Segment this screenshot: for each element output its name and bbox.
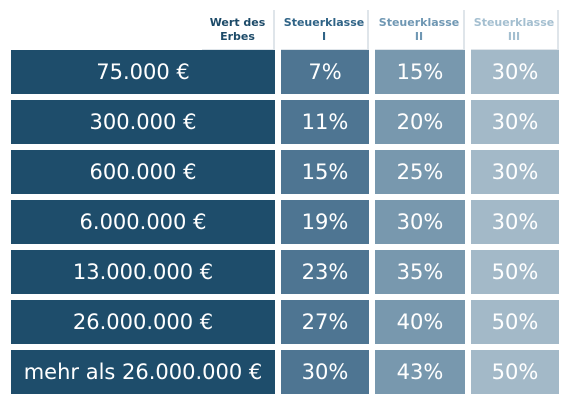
inheritance-value-cell: 6.000.000 € [11, 200, 275, 244]
inheritance-value-cell: 26.000.000 € [11, 300, 275, 344]
class-2-rate-cell: 35% [375, 250, 465, 294]
class-2-rate-cell: 30% [375, 200, 465, 244]
header-steuerklasse-3: Steuerklasse III [471, 10, 559, 51]
header-line-2: III [507, 29, 521, 43]
header-line-1: Steuerklasse [283, 15, 365, 29]
class-1-rate-cell: 23% [281, 250, 369, 294]
inheritance-value-cell: 600.000 € [11, 150, 275, 194]
class-3-rate-cell: 30% [471, 200, 559, 244]
class-3-rate-cell: 30% [471, 100, 559, 144]
header-line-1: Wert des [209, 15, 266, 29]
class-3-rate-cell: 50% [471, 300, 559, 344]
class-2-rate-cell: 25% [375, 150, 465, 194]
header-line-1: Steuerklasse [378, 15, 460, 29]
class-1-rate-cell: 11% [281, 100, 369, 144]
class-3-rate-cell: 30% [471, 150, 559, 194]
class-1-rate-cell: 15% [281, 150, 369, 194]
class-3-rate-cell: 50% [471, 350, 559, 394]
class-2-rate-cell: 43% [375, 350, 465, 394]
header-steuerklasse-2: Steuerklasse II [375, 10, 465, 51]
header-line-2: Erbes [220, 29, 255, 43]
class-2-rate-cell: 15% [375, 50, 465, 94]
inheritance-value-cell: mehr als 26.000.000 € [11, 350, 275, 394]
header-wert-des-erbes: Wert des Erbes [202, 10, 275, 51]
header-steuerklasse-1: Steuerklasse I [281, 10, 369, 51]
class-1-rate-cell: 30% [281, 350, 369, 394]
class-1-rate-cell: 27% [281, 300, 369, 344]
class-2-rate-cell: 40% [375, 300, 465, 344]
header-line-2: II [414, 29, 424, 43]
class-1-rate-cell: 19% [281, 200, 369, 244]
class-3-rate-cell: 50% [471, 250, 559, 294]
header-line-2: I [321, 29, 327, 43]
inheritance-value-cell: 300.000 € [11, 100, 275, 144]
header-line-1: Steuerklasse [473, 15, 555, 29]
class-2-rate-cell: 20% [375, 100, 465, 144]
inheritance-value-cell: 13.000.000 € [11, 250, 275, 294]
class-3-rate-cell: 30% [471, 50, 559, 94]
inheritance-value-cell: 75.000 € [11, 50, 275, 94]
class-1-rate-cell: 7% [281, 50, 369, 94]
